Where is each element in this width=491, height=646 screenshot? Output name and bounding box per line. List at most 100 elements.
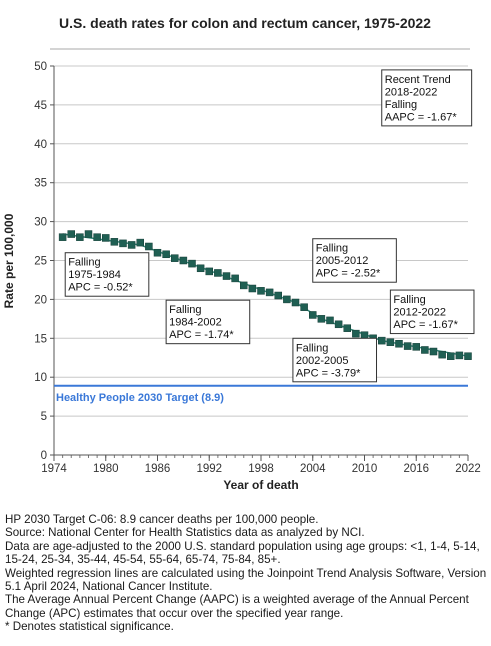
data-point (145, 242, 153, 251)
y-tick-label: 5 (41, 411, 47, 423)
data-point (429, 347, 438, 356)
y-tick-label: 0 (41, 450, 47, 462)
annotation-text: 2005-2012 (316, 255, 369, 267)
annotation-text: Falling (393, 294, 425, 306)
data-point (102, 234, 110, 242)
y-axis-label: Rate per 100,000 (2, 213, 16, 308)
footnote-joinpoint: Weighted regression lines are calculated… (5, 566, 487, 594)
data-point (421, 346, 429, 354)
data-point (136, 238, 144, 247)
x-axis-label: Year of death (223, 478, 298, 492)
annotation-box (312, 238, 397, 283)
data-point (352, 329, 360, 338)
footnote-source: Source: National Center for Health Stati… (5, 526, 365, 540)
annotation-text: APC = -1.74* (169, 329, 234, 341)
annotation-box (64, 252, 150, 297)
x-tick-label: 1980 (93, 463, 119, 475)
x-tick-label: 2016 (403, 463, 429, 475)
footnote-aapc: The Average Annual Percent Change (AAPC)… (5, 593, 469, 620)
annotation-text: 1984-2002 (169, 317, 222, 329)
data-point (438, 350, 446, 359)
x-tick-label: 2010 (352, 463, 378, 475)
y-tick-label: 40 (34, 139, 47, 151)
data-point (257, 287, 265, 295)
annotation-box (165, 299, 251, 345)
data-point (67, 230, 75, 238)
y-tick-label: 45 (34, 100, 47, 112)
footnote-significance: * Denotes statistical significance. (5, 620, 174, 634)
data-point (240, 281, 248, 290)
data-point (447, 352, 455, 360)
data-point (412, 343, 420, 351)
data-point (162, 250, 170, 259)
annotation-text: 2012-2022 (393, 307, 446, 319)
data-point (119, 239, 127, 248)
data-point (464, 352, 472, 360)
data-point (300, 303, 308, 311)
data-point (171, 254, 179, 262)
data-point (326, 316, 334, 325)
annotation-text: Falling (169, 304, 201, 316)
annotation-box (389, 289, 475, 335)
data-point (110, 238, 119, 246)
footnote-age-adjust: Data are age-adjusted to the 2000 U.S. s… (5, 539, 480, 567)
data-point (127, 241, 136, 249)
trend-line (295, 301, 322, 320)
y-tick-label: 25 (34, 256, 47, 268)
data-point (334, 320, 343, 329)
target-label: Healthy People 2030 Target (8.9) (56, 392, 224, 404)
data-point (274, 291, 282, 300)
data-point (283, 295, 291, 304)
annotation-text: APC = -3.79* (296, 367, 361, 379)
data-point (196, 264, 205, 273)
x-tick-label: 1986 (145, 463, 171, 475)
data-point (343, 324, 351, 332)
data-point (360, 331, 369, 339)
annotation-text: APC = -0.52* (68, 282, 133, 294)
annotation-box (381, 69, 473, 127)
data-point (214, 269, 222, 277)
annotation-text: AAPC = -1.67* (385, 111, 458, 123)
annotation-text: Falling (385, 99, 417, 111)
data-point (179, 256, 188, 265)
data-point (222, 272, 231, 280)
annotation-box (292, 337, 378, 383)
data-point (395, 339, 403, 348)
annotation-text: Falling (316, 243, 348, 255)
data-point (84, 230, 93, 238)
y-tick-label: 30 (34, 217, 47, 229)
annotation-text: APC = -2.52* (316, 268, 381, 280)
data-point (386, 338, 395, 346)
x-tick-label: 2022 (455, 463, 481, 475)
y-tick-label: 35 (34, 178, 47, 190)
y-tick-label: 50 (34, 61, 47, 73)
data-point (231, 274, 239, 283)
x-tick-label: 1992 (196, 463, 222, 475)
data-point (93, 233, 101, 241)
annotation-text: APC = -1.67* (393, 319, 458, 331)
x-tick-label: 1974 (41, 463, 67, 475)
annotation-text: Falling (68, 257, 100, 269)
chart: U.S. death rates for colon and rectum ca… (2, 15, 481, 492)
footnotes: HP 2030 Target C-06: 8.9 cancer deaths p… (5, 513, 489, 634)
data-point (317, 315, 326, 323)
annotation-text: Recent Trend (385, 74, 451, 86)
data-point (309, 311, 317, 319)
x-tick-label: 1998 (248, 463, 274, 475)
data-point (188, 259, 196, 268)
data-point (455, 351, 464, 360)
annotation-text: 1975-1984 (68, 269, 121, 281)
annotation-text: Falling (296, 342, 328, 354)
data-point (291, 298, 300, 307)
y-tick-label: 15 (34, 333, 47, 345)
data-point (248, 284, 257, 293)
annotation-text: 2018-2022 (385, 86, 438, 98)
data-point (153, 248, 162, 257)
data-point (403, 342, 412, 350)
trend-line (62, 233, 141, 246)
data-point (58, 233, 67, 241)
data-point (76, 233, 84, 241)
chart-title: U.S. death rates for colon and rectum ca… (59, 15, 431, 31)
y-tick-label: 10 (34, 372, 47, 384)
y-tick-label: 20 (34, 294, 47, 306)
